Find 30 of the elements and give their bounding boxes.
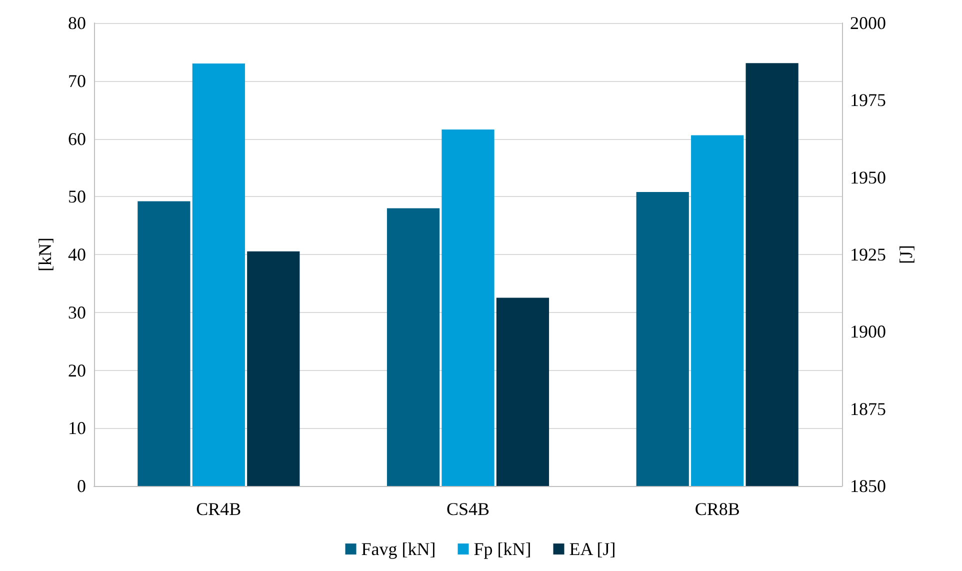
legend-label: Fp [kN] [474, 539, 532, 559]
y2-tick-label: 1925 [850, 244, 886, 264]
y-tick-label: 70 [68, 70, 86, 91]
bar [442, 129, 494, 486]
y-axis-title: [kN] [35, 238, 55, 272]
bar [691, 135, 744, 486]
legend-label: EA [J] [569, 539, 616, 559]
x-tick-label: CR8B [694, 499, 740, 519]
y-tick-label: 0 [77, 476, 86, 496]
y-tick-label: 40 [68, 244, 86, 264]
bar [192, 64, 245, 486]
bar [386, 208, 440, 486]
y2-tick-label: 2000 [850, 13, 886, 33]
y-tick-label: 30 [68, 302, 86, 322]
y2-tick-label: 1900 [850, 322, 886, 342]
y2-tick-label: 1975 [850, 90, 886, 110]
bar [138, 201, 190, 486]
x-tick-label: CS4B [446, 499, 490, 519]
bar [636, 192, 689, 486]
legend-label: Favg [kN] [361, 539, 436, 559]
y-tick-label: 80 [68, 13, 86, 33]
y2-tick-label: 1875 [850, 398, 886, 419]
y2-tick-label: 1950 [850, 167, 886, 188]
y-tick-label: 10 [68, 418, 86, 438]
y-tick-label: 20 [68, 360, 86, 380]
x-tick-label: CR4B [196, 499, 242, 519]
y-tick-label: 60 [68, 128, 86, 149]
y-tick-label: 50 [68, 186, 86, 207]
y2-axis-title: [J] [896, 245, 916, 264]
y2-tick-label: 1850 [850, 476, 886, 496]
